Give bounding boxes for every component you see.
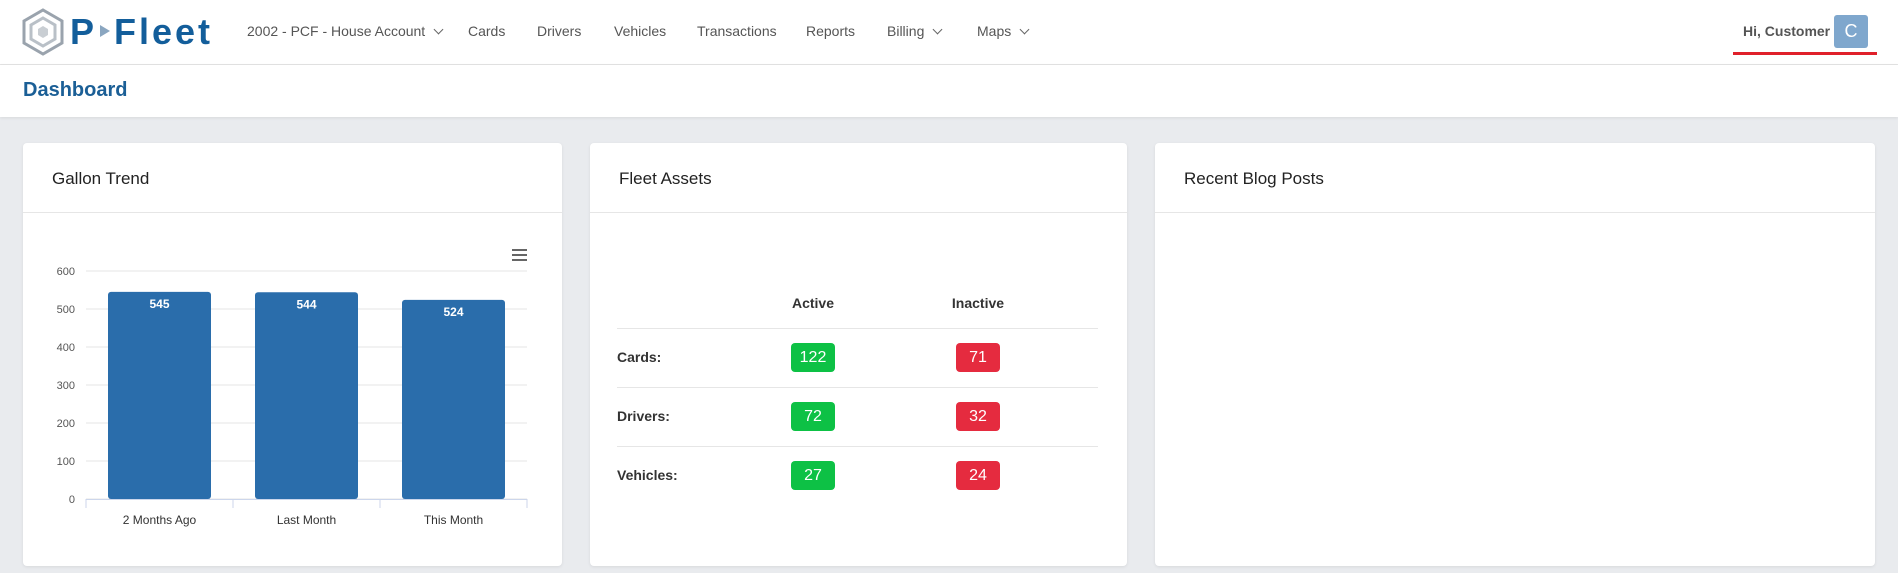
card-header: Fleet Assets xyxy=(590,143,1127,213)
inactive-badge[interactable]: 71 xyxy=(956,343,1000,372)
nav-item[interactable]: Maps xyxy=(977,23,1030,39)
title-bar: Dashboard xyxy=(0,65,1898,117)
value-label: 544 xyxy=(296,297,316,311)
user-greeting[interactable]: Hi, Customer xyxy=(1743,23,1831,39)
chart-menu[interactable] xyxy=(512,249,527,261)
gallon-card: Gallon Trend 0 100 200 300 400 500 600 2 Months… xyxy=(23,143,562,566)
logo-left: P xyxy=(70,11,97,52)
nav-item[interactable]: 2002 - PCF - House Account xyxy=(247,23,444,39)
nav-item[interactable]: Drivers xyxy=(537,23,582,39)
active-badge[interactable]: 72 xyxy=(791,402,835,431)
card-header: Gallon Trend xyxy=(23,143,562,213)
blog-card: Recent Blog Posts xyxy=(1155,143,1875,566)
row-divider xyxy=(617,446,1098,447)
avatar[interactable]: C xyxy=(1834,15,1868,48)
column-header: Active xyxy=(791,295,835,311)
logo-arrow xyxy=(100,25,110,37)
row-label: Vehicles: xyxy=(617,467,678,483)
bar xyxy=(402,299,505,499)
card-header: Recent Blog Posts xyxy=(1155,143,1875,213)
nav-item[interactable]: Billing xyxy=(887,23,943,39)
nav-item[interactable]: Transactions xyxy=(697,23,777,39)
x-tick-label: 2 Months Ago xyxy=(123,513,197,527)
caret xyxy=(1019,24,1030,35)
y-tick-label: 200 xyxy=(57,418,75,430)
logo-right: Fleet xyxy=(114,11,214,52)
user-underline xyxy=(1733,52,1877,55)
fleet-card: Fleet Assets Active Inactive Cards: 122 71 Dr… xyxy=(590,143,1127,566)
row-label: Drivers: xyxy=(617,408,670,424)
value-label: 545 xyxy=(149,297,169,311)
page-title: Dashboard xyxy=(23,79,128,101)
y-tick-label: 100 xyxy=(57,456,75,468)
bar xyxy=(255,292,358,499)
y-tick-label: 600 xyxy=(57,266,75,278)
bar xyxy=(108,291,211,499)
nav-item[interactable]: Reports xyxy=(806,23,856,39)
y-tick-label: 400 xyxy=(57,342,75,354)
caret xyxy=(433,24,444,35)
active-badge[interactable]: 122 xyxy=(791,343,835,372)
row-divider xyxy=(617,387,1098,388)
y-tick-label: 300 xyxy=(57,380,75,392)
column-header: Inactive xyxy=(951,295,1005,311)
x-tick-label: Last Month xyxy=(277,513,336,527)
nav-item[interactable]: Cards xyxy=(468,23,506,39)
active-badge[interactable]: 27 xyxy=(791,461,835,490)
y-tick-label: 0 xyxy=(69,494,75,506)
row-label: Cards: xyxy=(617,349,662,365)
value-label: 524 xyxy=(443,305,463,319)
card-title: Gallon Trend xyxy=(52,169,150,188)
nav-item[interactable]: Vehicles xyxy=(614,23,667,39)
card-title: Recent Blog Posts xyxy=(1184,169,1324,188)
logo-icon xyxy=(22,8,64,56)
caret xyxy=(932,24,943,35)
chart: 0 100 200 300 400 500 600 2 Months Ago 545 Last M… xyxy=(57,249,528,527)
inactive-badge[interactable]: 32 xyxy=(956,402,1000,431)
y-tick-label: 500 xyxy=(57,304,75,316)
row-divider xyxy=(617,328,1098,329)
top-bar: P Fleet Hi, Customer C 2002 - PCF - Hous… xyxy=(0,0,1898,65)
card-title: Fleet Assets xyxy=(619,169,712,188)
x-tick-label: This Month xyxy=(424,513,483,527)
inactive-badge[interactable]: 24 xyxy=(956,461,1000,490)
